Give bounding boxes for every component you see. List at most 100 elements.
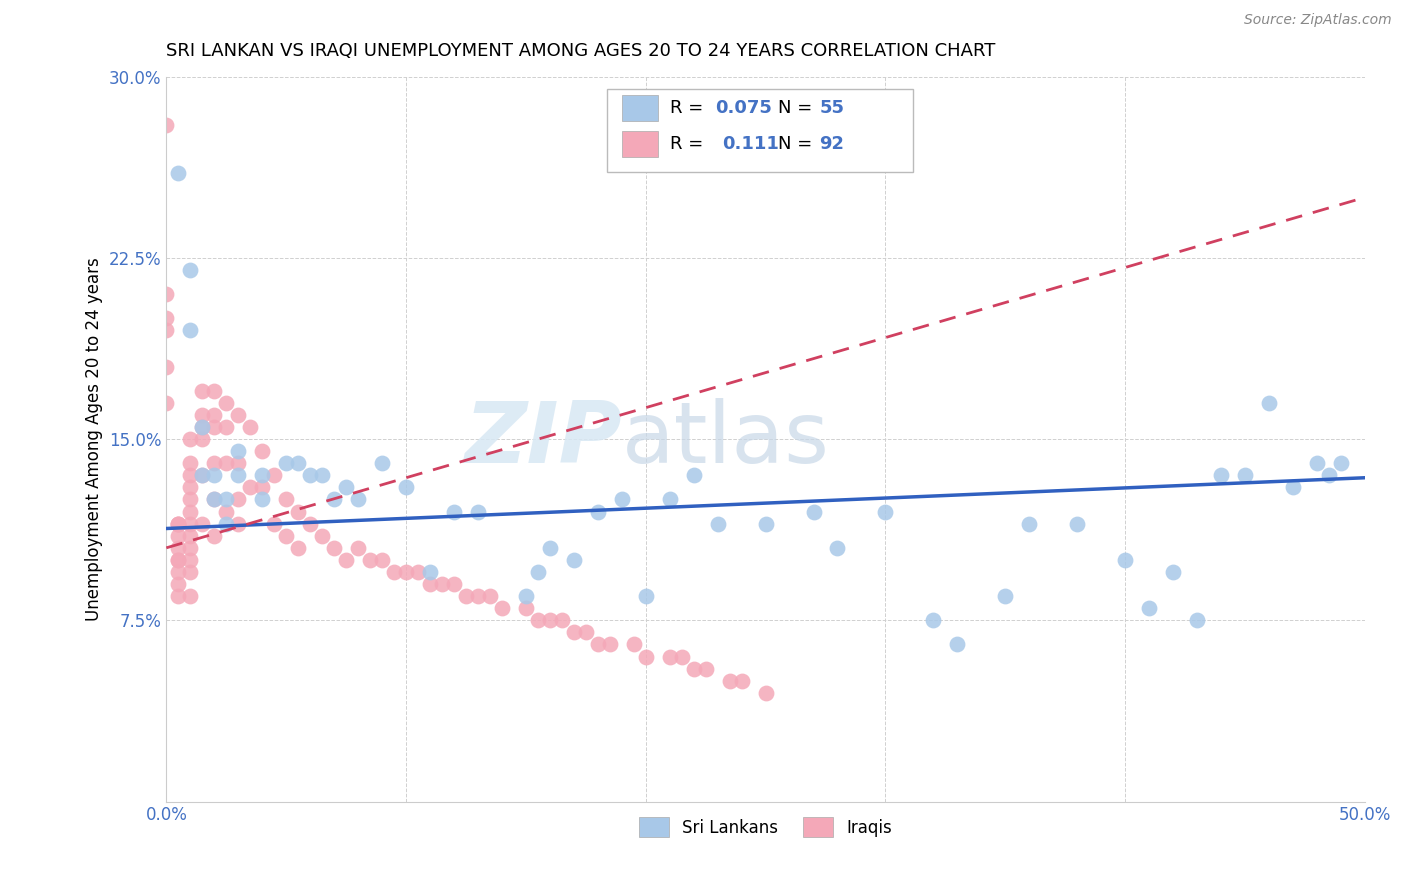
FancyBboxPatch shape [607,89,912,172]
Point [215,505,238,519]
Point [155,118,177,132]
Point [167,589,190,603]
Point [276,456,298,470]
Point [359,553,381,567]
Point [311,529,333,543]
Text: Source: ZipAtlas.com: Source: ZipAtlas.com [1244,13,1392,28]
Point [586,638,609,652]
Point [371,456,394,470]
Point [730,673,752,688]
Point [299,516,322,531]
Point [202,384,225,398]
Point [191,516,214,531]
Point [1185,613,1208,627]
Point [875,505,897,519]
Point [323,541,346,555]
Text: 92: 92 [820,136,845,153]
Point [252,468,274,483]
Point [1258,396,1281,410]
Point [287,505,309,519]
Text: ZIP: ZIP [464,398,621,481]
Point [562,553,585,567]
Point [1018,516,1040,531]
Point [215,396,238,410]
Point [1330,456,1353,470]
Point [706,516,728,531]
Point [335,480,357,494]
Point [430,577,453,591]
Point [167,577,190,591]
Point [202,420,225,434]
Point [718,673,741,688]
Point [395,480,418,494]
Point [155,323,177,337]
Point [1233,468,1256,483]
Point [252,480,274,494]
Point [239,480,262,494]
Point [167,166,190,180]
Point [276,529,298,543]
Text: 0.075: 0.075 [716,98,772,117]
Point [287,456,309,470]
Point [155,396,177,410]
Point [467,589,489,603]
Point [454,589,477,603]
Text: N =: N = [778,136,817,153]
Point [323,492,346,507]
Point [994,589,1017,603]
Point [515,589,537,603]
Point [226,468,249,483]
Point [191,468,214,483]
Point [179,589,201,603]
Point [586,505,609,519]
Point [1209,468,1232,483]
Point [155,359,177,374]
Point [755,686,778,700]
Point [179,565,201,579]
Legend: Sri Lankans, Iraqis: Sri Lankans, Iraqis [633,810,898,844]
Point [1161,565,1184,579]
Point [226,492,249,507]
Point [202,492,225,507]
Point [179,263,201,277]
Point [167,516,190,531]
Point [382,565,405,579]
Point [335,553,357,567]
Point [406,565,429,579]
Point [155,311,177,326]
Point [515,601,537,615]
Point [167,541,190,555]
Point [803,505,825,519]
Text: SRI LANKAN VS IRAQI UNEMPLOYMENT AMONG AGES 20 TO 24 YEARS CORRELATION CHART: SRI LANKAN VS IRAQI UNEMPLOYMENT AMONG A… [166,42,995,60]
Point [478,589,501,603]
Point [263,516,285,531]
Point [311,468,333,483]
Point [695,662,717,676]
Point [1317,468,1340,483]
Text: R =: R = [669,136,714,153]
Point [167,553,190,567]
Point [179,529,201,543]
Point [610,492,633,507]
Point [1114,553,1136,567]
Point [538,541,561,555]
Point [419,565,441,579]
Point [599,638,621,652]
Point [167,516,190,531]
Point [179,505,201,519]
Point [395,565,418,579]
Point [202,468,225,483]
Point [419,577,441,591]
Point [226,408,249,422]
Point [252,492,274,507]
Point [263,468,285,483]
Point [167,553,190,567]
Point [575,625,598,640]
Point [538,613,561,627]
Point [226,456,249,470]
Point [347,492,370,507]
Point [191,408,214,422]
Point [623,638,645,652]
Point [167,516,190,531]
Point [946,638,969,652]
